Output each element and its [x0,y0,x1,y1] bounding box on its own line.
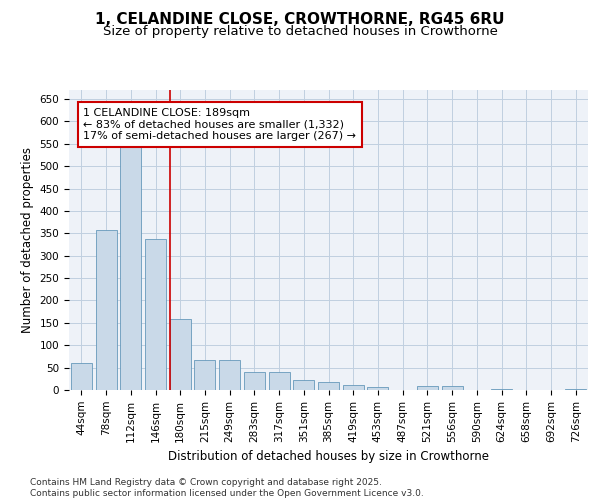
Bar [293,380,314,390]
Y-axis label: Number of detached properties: Number of detached properties [21,147,34,333]
Bar [367,387,388,390]
Bar [244,372,265,390]
Bar [145,238,166,390]
Bar [170,320,191,390]
Text: 1, CELANDINE CLOSE, CROWTHORNE, RG45 6RU: 1, CELANDINE CLOSE, CROWTHORNE, RG45 6RU [95,12,505,28]
Bar [318,382,339,390]
Bar [194,360,215,390]
Bar [95,230,116,390]
X-axis label: Distribution of detached houses by size in Crowthorne: Distribution of detached houses by size … [168,450,489,463]
Bar [269,372,290,390]
Text: Contains HM Land Registry data © Crown copyright and database right 2025.
Contai: Contains HM Land Registry data © Crown c… [30,478,424,498]
Bar [219,360,240,390]
Bar [442,386,463,390]
Bar [343,384,364,390]
Bar [565,388,586,390]
Bar [491,388,512,390]
Bar [120,146,141,390]
Bar [417,386,438,390]
Text: 1 CELANDINE CLOSE: 189sqm
← 83% of detached houses are smaller (1,332)
17% of se: 1 CELANDINE CLOSE: 189sqm ← 83% of detac… [83,108,356,141]
Bar [71,363,92,390]
Text: Size of property relative to detached houses in Crowthorne: Size of property relative to detached ho… [103,25,497,38]
